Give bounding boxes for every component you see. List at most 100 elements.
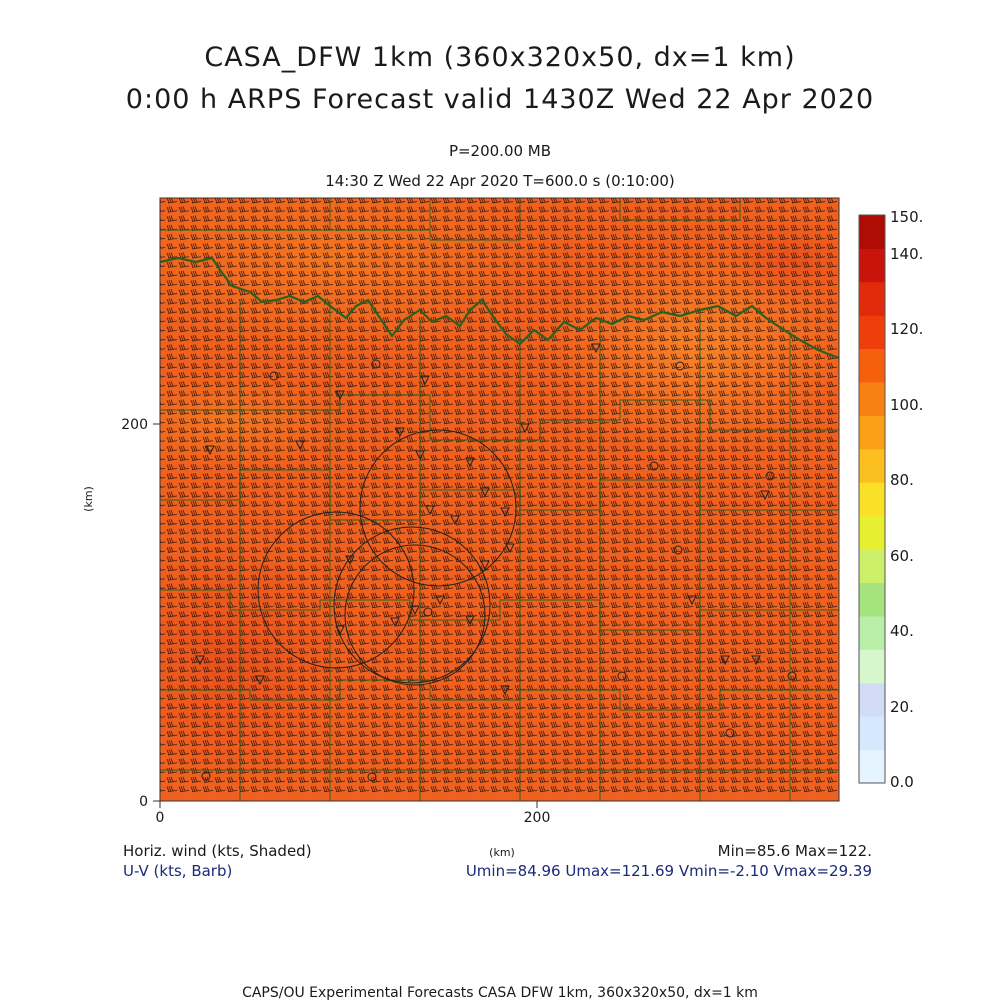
x-axis-label: (km) — [489, 846, 515, 859]
station-triangle — [415, 450, 425, 461]
station-triangle — [395, 427, 405, 438]
radar-range-ring — [257, 511, 415, 669]
station-circle — [675, 361, 685, 371]
map-frame — [159, 197, 840, 802]
plot-title: CASA_DFW 1km (360x320x50, dx=1 km) — [204, 42, 796, 73]
colorbar-segment — [859, 348, 885, 383]
colorbar-label-60: 60. — [890, 547, 914, 565]
colorbar-label-80: 80. — [890, 471, 914, 489]
station-circle — [673, 545, 683, 555]
station-triangle — [520, 423, 530, 434]
barb-variable-label: U-V (kts, Barb) — [123, 862, 233, 880]
colorbar-segment — [859, 749, 885, 784]
colorbar-segment — [859, 215, 885, 249]
colorbar-segment — [859, 515, 885, 550]
y-tick-200: 200 — [121, 417, 148, 433]
station-triangle — [480, 487, 490, 498]
colorbar-segment — [859, 448, 885, 483]
colorbar-label-150: 150. — [890, 208, 923, 226]
colorbar-label-40: 40. — [890, 622, 914, 640]
wind-speed-shading — [160, 198, 839, 801]
county-line — [429, 198, 521, 241]
colorbar-segment — [859, 582, 885, 617]
station-triangle — [425, 505, 435, 516]
x-tick-200: 200 — [524, 810, 551, 826]
colorbar-segment — [859, 549, 885, 583]
axis-ticks — [153, 423, 538, 808]
y-axis-label: (km) — [82, 486, 95, 512]
station-triangle — [450, 515, 460, 526]
min-max-label: Min=85.6 Max=122. — [717, 842, 872, 860]
station-circle — [617, 671, 627, 681]
footer-credit: CAPS/OU Experimental Forecasts CASA DFW … — [242, 985, 758, 1001]
colorbar-label-120: 120. — [890, 320, 923, 338]
colorbar-frame — [858, 214, 886, 784]
county-line — [160, 394, 839, 441]
colorbar-label-140: 140. — [890, 245, 923, 263]
station-triangle — [195, 655, 205, 666]
colorbar-label-100: 100. — [890, 396, 923, 414]
colorbar-segment — [859, 248, 885, 283]
station-triangle — [465, 457, 475, 468]
station-triangle — [480, 560, 490, 571]
station-circle — [423, 607, 433, 617]
shading-max-southwest — [160, 540, 340, 780]
station-circle — [269, 371, 279, 381]
county-line — [160, 469, 839, 521]
station-triangle — [591, 343, 601, 354]
station-triangle — [335, 625, 345, 636]
pressure-level-label: P=200.00 MB — [448, 142, 552, 160]
shaded-variable-label: Horiz. wind (kts, Shaded) — [123, 842, 312, 860]
colorbar-segment — [859, 415, 885, 450]
station-triangle — [751, 655, 761, 666]
station-circle — [765, 471, 775, 481]
station-circle — [201, 771, 211, 781]
county-line — [160, 679, 839, 711]
colorbar-segment — [859, 482, 885, 517]
red-river-boundary — [160, 256, 839, 360]
station-triangle — [465, 615, 475, 626]
station-triangle — [500, 507, 510, 518]
station-triangle — [335, 390, 345, 401]
radar-range-ring — [359, 429, 517, 587]
station-circle — [371, 359, 381, 369]
county-boundaries — [160, 198, 839, 801]
station-triangle — [295, 440, 305, 451]
station-circle — [649, 461, 659, 471]
station-triangle — [205, 445, 215, 456]
station-triangle — [760, 490, 770, 501]
colorbar-segment — [859, 281, 885, 316]
shading-max-northeast — [730, 220, 839, 300]
station-circle — [787, 671, 797, 681]
station-circle — [725, 728, 735, 738]
y-tick-0: 0 — [139, 794, 148, 810]
station-triangle — [420, 375, 430, 386]
station-triangle — [255, 675, 265, 686]
station-triangle — [435, 595, 445, 606]
colorbar-segment — [859, 682, 885, 717]
station-markers — [195, 343, 797, 782]
station-triangle — [500, 685, 510, 696]
colorbar-segment — [859, 615, 885, 650]
uv-stats-label: Umin=84.96 Umax=121.69 Vmin=-2.10 Vmax=2… — [465, 862, 872, 880]
colorbar — [858, 214, 886, 784]
colorbar-segment — [859, 716, 885, 751]
station-triangle — [687, 595, 697, 606]
x-tick-0: 0 — [156, 810, 165, 826]
colorbar-segment — [859, 649, 885, 684]
radar-range-rings — [257, 429, 517, 686]
radar-range-ring — [333, 526, 491, 684]
station-triangle — [390, 617, 400, 628]
valid-time-label: 14:30 Z Wed 22 Apr 2020 T=600.0 s (0:10:… — [325, 172, 675, 190]
colorbar-label-20: 20. — [890, 698, 914, 716]
station-triangle — [345, 555, 355, 566]
station-circle — [367, 772, 377, 782]
station-triangle — [410, 605, 420, 616]
radar-range-ring — [344, 544, 486, 686]
colorbar-labels: 150. 140. 120. 100. 80. 60. 40. 20. 0.0 — [890, 208, 923, 791]
colorbar-segment — [859, 315, 885, 350]
colorbar-segment — [859, 382, 885, 416]
colorbar-label-0: 0.0 — [890, 773, 914, 791]
county-line — [619, 198, 741, 221]
